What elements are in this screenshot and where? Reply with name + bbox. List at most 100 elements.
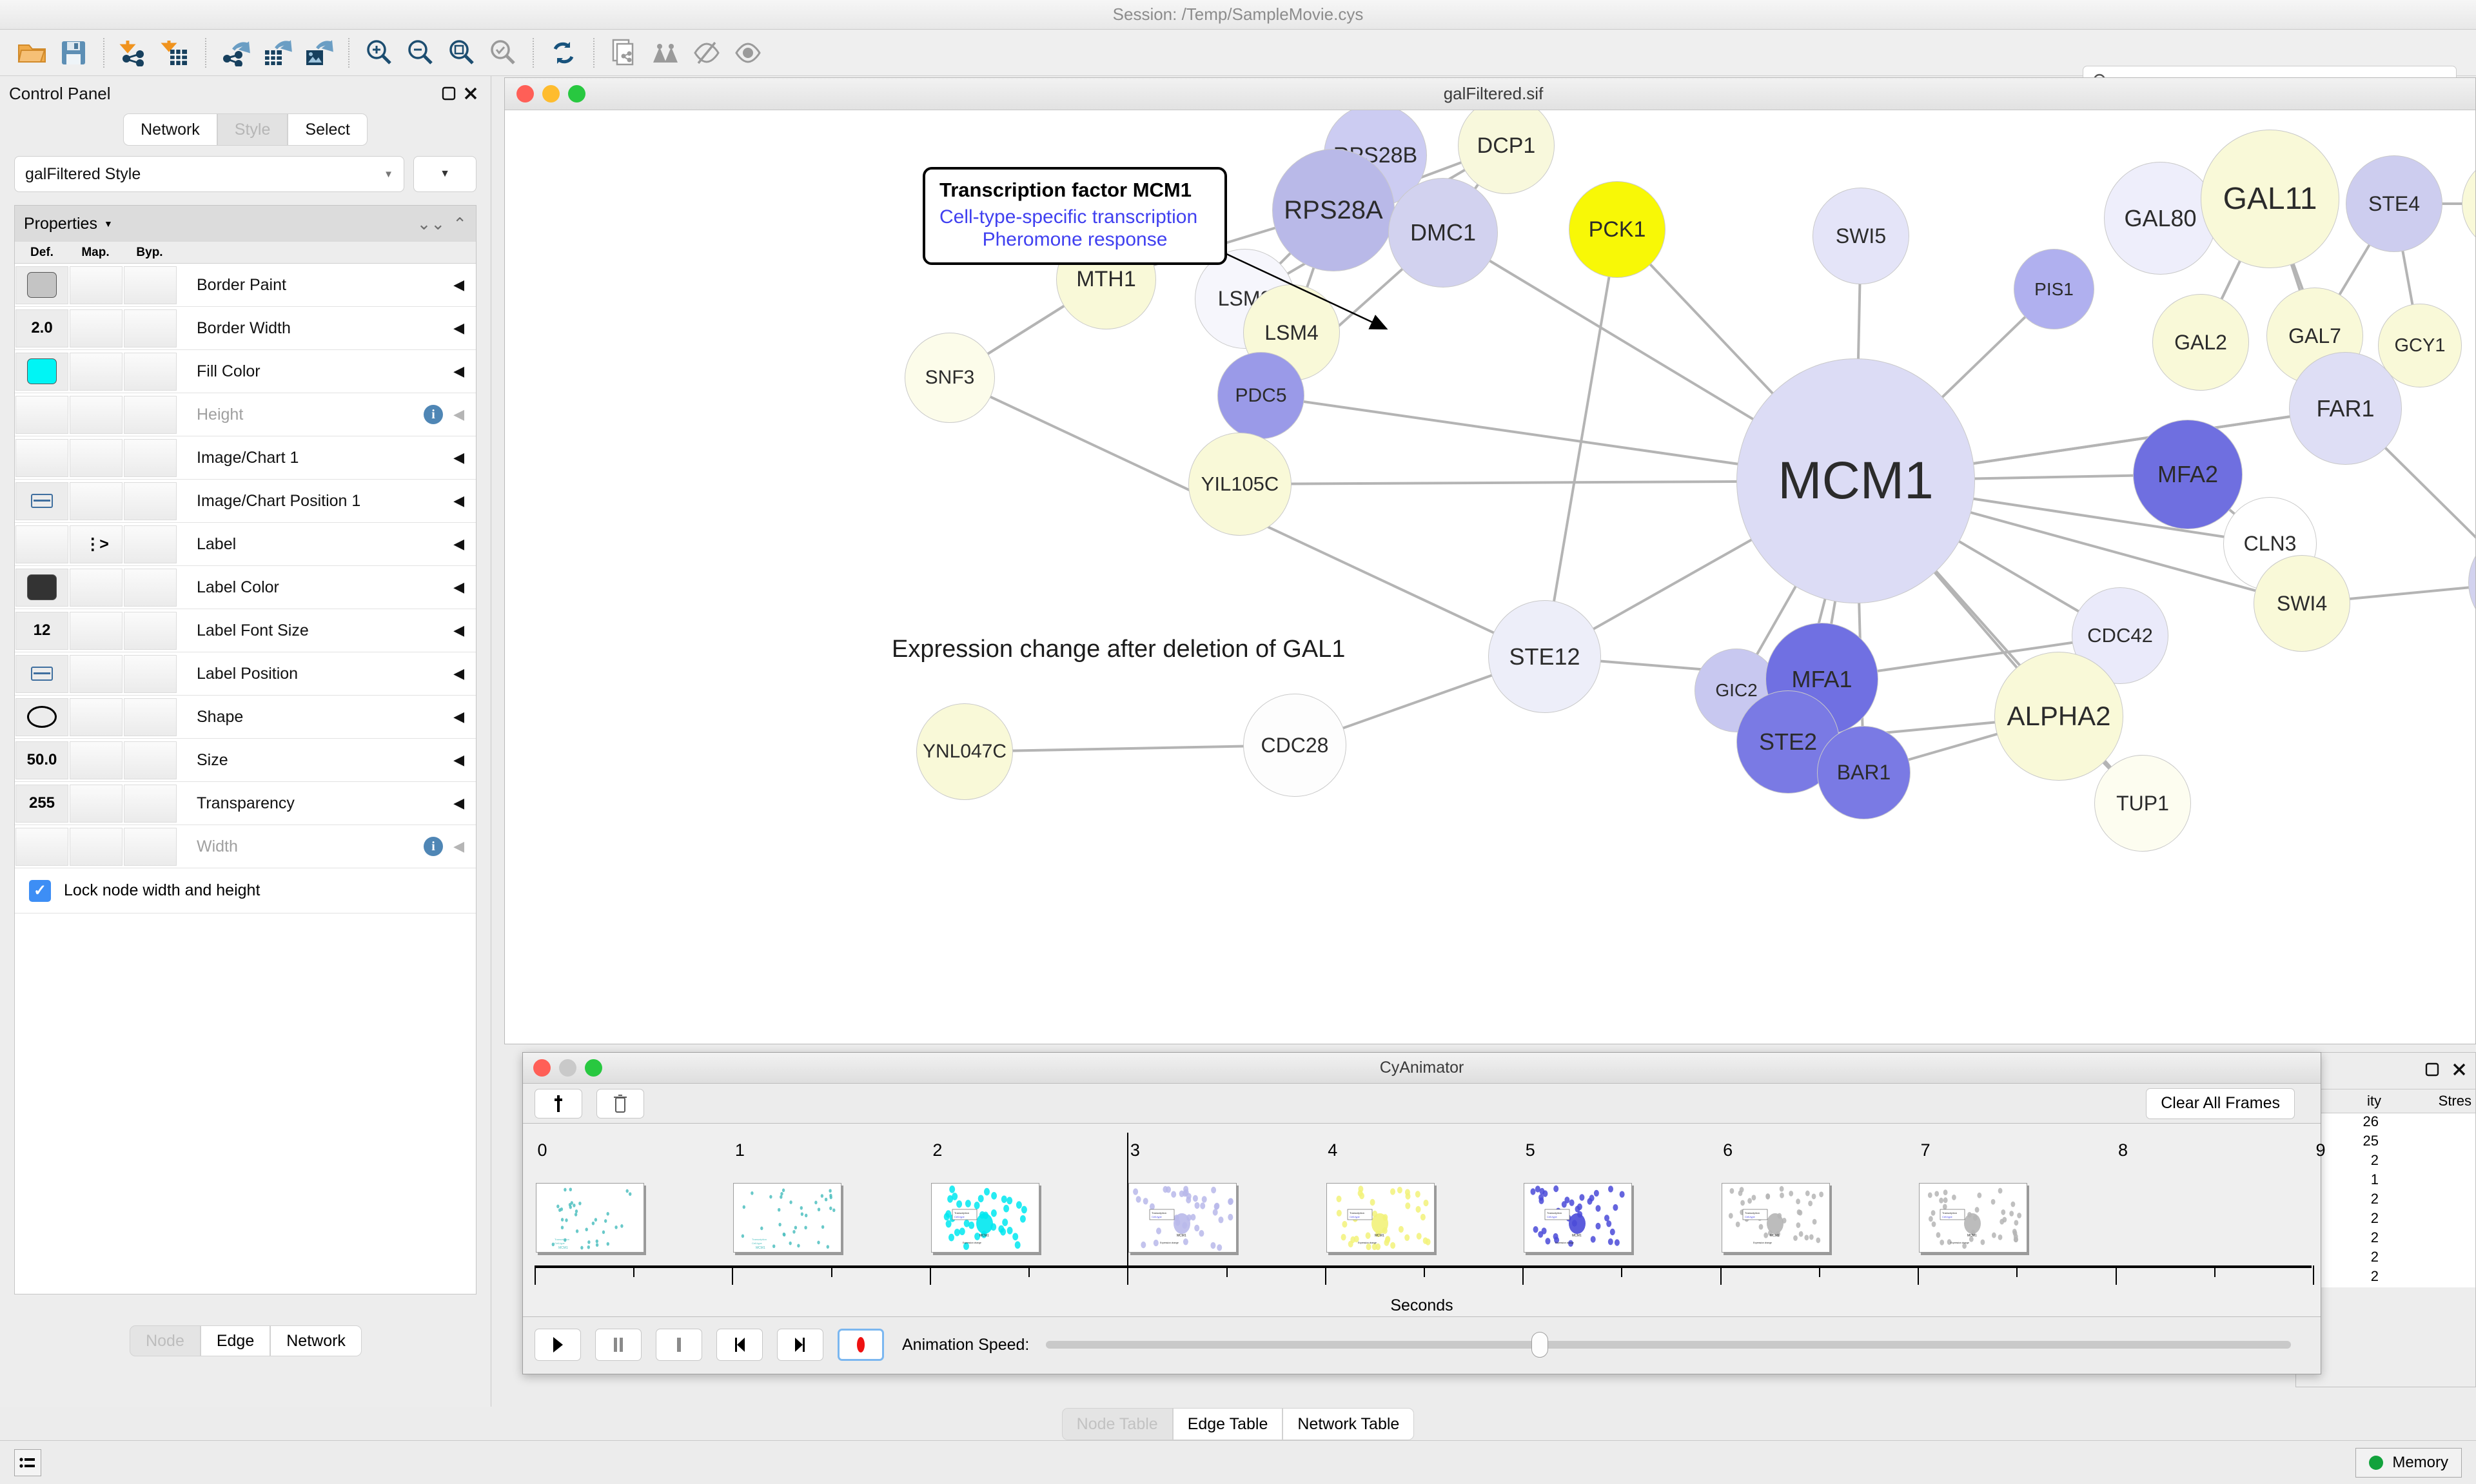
property-bypass-cell[interactable]: [124, 395, 177, 434]
property-row[interactable]: Shape ◀: [15, 696, 476, 739]
property-bypass-cell[interactable]: [124, 568, 177, 607]
property-bypass-cell[interactable]: [124, 698, 177, 736]
close-window-button[interactable]: [533, 1059, 551, 1077]
close-icon[interactable]: [460, 83, 482, 104]
maximize-window-button[interactable]: [568, 85, 585, 103]
pause-button[interactable]: [595, 1329, 642, 1361]
network-node[interactable]: TUP1: [2094, 755, 2191, 852]
import-table-icon[interactable]: [155, 33, 196, 73]
property-expand-arrow[interactable]: ◀: [453, 838, 464, 854]
lock-size-checkbox[interactable]: ✓: [29, 879, 51, 902]
timeline-frame[interactable]: Transcription Cell-type MCM1 Expression cha…: [930, 1183, 1039, 1253]
tab-network-style[interactable]: Network: [270, 1325, 362, 1356]
property-mapping-cell[interactable]: [70, 482, 123, 520]
property-row[interactable]: ⋮> Label ◀: [15, 523, 476, 566]
expand-all-icon[interactable]: ⌄⌄: [417, 213, 446, 233]
property-default-cell[interactable]: [15, 482, 68, 520]
timeline-frame[interactable]: Transcription Cell-type MCM1: [733, 1183, 842, 1253]
property-row[interactable]: 12 Label Font Size ◀: [15, 609, 476, 652]
delete-frame-button[interactable]: [596, 1088, 644, 1118]
new-network-icon[interactable]: [604, 33, 645, 73]
chevron-down-icon[interactable]: ▼: [103, 219, 113, 229]
network-canvas[interactable]: RPS28B RPS28A DCP1 DMC1 PCK1 SWI5 GAL80 GAL11 ST…: [505, 110, 2475, 1044]
open-folder-icon[interactable]: [12, 33, 53, 73]
network-node[interactable]: GCY1: [2378, 304, 2462, 387]
property-row[interactable]: 2.0 Border Width ◀: [15, 307, 476, 350]
animation-speed-knob[interactable]: [1531, 1332, 1549, 1358]
network-node[interactable]: SWI4: [2254, 555, 2350, 652]
property-expand-arrow[interactable]: ◀: [453, 277, 464, 293]
timeline-frame[interactable]: Transcription Cell-type MCM1: [536, 1183, 644, 1253]
property-mapping-cell[interactable]: [70, 438, 123, 477]
zoom-selected-icon[interactable]: [482, 33, 524, 73]
info-icon[interactable]: i: [424, 405, 444, 424]
network-node[interactable]: STE2: [1736, 690, 1840, 794]
property-default-cell[interactable]: [15, 438, 68, 477]
memory-status-button[interactable]: Memory: [2355, 1447, 2462, 1478]
close-icon[interactable]: [2452, 1062, 2466, 1080]
timeline-frame[interactable]: Transcription Cell-type MCM1 Expression cha…: [1524, 1183, 1633, 1253]
network-node[interactable]: STE4: [2346, 155, 2442, 252]
property-row[interactable]: Label Position ◀: [15, 652, 476, 696]
property-default-cell[interactable]: 255: [15, 784, 68, 823]
merge-networks-icon[interactable]: [645, 33, 686, 73]
close-window-button[interactable]: [516, 85, 534, 103]
property-bypass-cell[interactable]: [124, 352, 177, 391]
property-default-cell[interactable]: [15, 568, 68, 607]
property-expand-arrow[interactable]: ◀: [453, 752, 464, 768]
add-frame-button[interactable]: [535, 1088, 582, 1118]
property-expand-arrow[interactable]: ◀: [453, 579, 464, 595]
export-table-icon[interactable]: [257, 33, 298, 73]
export-network-icon[interactable]: [215, 33, 257, 73]
property-default-cell[interactable]: [15, 266, 68, 304]
show-all-icon[interactable]: [727, 33, 769, 73]
network-node[interactable]: YIL105C: [1188, 433, 1292, 536]
zoom-out-icon[interactable]: [400, 33, 441, 73]
property-mapping-cell[interactable]: [70, 568, 123, 607]
tab-node-table[interactable]: Node Table: [1061, 1408, 1173, 1440]
network-node[interactable]: SWI5: [1813, 188, 1909, 284]
network-node[interactable]: GAL80: [2104, 162, 2217, 275]
network-node[interactable]: SNF3: [905, 333, 995, 423]
network-node[interactable]: MFA2: [2133, 420, 2243, 529]
float-panel-icon[interactable]: [2425, 1062, 2439, 1080]
property-bypass-cell[interactable]: [124, 482, 177, 520]
property-mapping-cell[interactable]: [70, 827, 123, 866]
network-node[interactable]: STE12: [1488, 600, 1601, 713]
property-row[interactable]: Border Paint ◀: [15, 264, 476, 307]
tab-node[interactable]: Node: [130, 1325, 201, 1356]
property-mapping-cell[interactable]: [70, 266, 123, 304]
timeline-frame[interactable]: Transcription Cell-type MCM1 Expression cha…: [1326, 1183, 1435, 1253]
property-expand-arrow[interactable]: ◀: [453, 493, 464, 509]
import-network-icon[interactable]: [113, 33, 155, 73]
property-default-cell[interactable]: 2.0: [15, 309, 68, 347]
property-expand-arrow[interactable]: ◀: [453, 795, 464, 811]
info-icon[interactable]: i: [424, 837, 444, 856]
collapse-all-icon[interactable]: ⌃: [453, 213, 467, 233]
node-annotation-box[interactable]: Transcription factor MCM1 Cell-type-spec…: [923, 167, 1227, 266]
play-button[interactable]: [535, 1329, 581, 1361]
timeline-frame[interactable]: Transcription Cell-type MCM1 Expression cha…: [1128, 1183, 1237, 1253]
network-node[interactable]: ALPHA2: [1994, 652, 2123, 781]
property-bypass-cell[interactable]: [124, 784, 177, 823]
property-expand-arrow[interactable]: ◀: [453, 536, 464, 552]
property-default-cell[interactable]: [15, 525, 68, 563]
timeline-playhead[interactable]: [1127, 1133, 1129, 1272]
next-frame-button[interactable]: [777, 1329, 823, 1361]
property-mapping-cell[interactable]: [70, 352, 123, 391]
clear-all-frames-button[interactable]: Clear All Frames: [2146, 1088, 2295, 1119]
save-icon[interactable]: [53, 33, 94, 73]
property-expand-arrow[interactable]: ◀: [453, 320, 464, 336]
network-node[interactable]: DMC1: [1388, 178, 1498, 288]
style-select[interactable]: galFiltered Style ▼: [14, 156, 404, 192]
property-mapping-cell[interactable]: [70, 611, 123, 650]
previous-frame-button[interactable]: [716, 1329, 763, 1361]
property-expand-arrow[interactable]: ◀: [453, 449, 464, 465]
network-node[interactable]: PIS1: [2014, 249, 2094, 329]
task-list-icon[interactable]: [14, 1449, 41, 1476]
network-node[interactable]: CDC42: [2072, 587, 2168, 684]
property-expand-arrow[interactable]: ◀: [453, 363, 464, 379]
network-node[interactable]: YNL047C: [916, 703, 1013, 800]
property-bypass-cell[interactable]: [124, 525, 177, 563]
network-node[interactable]: GAL11: [2201, 130, 2339, 268]
